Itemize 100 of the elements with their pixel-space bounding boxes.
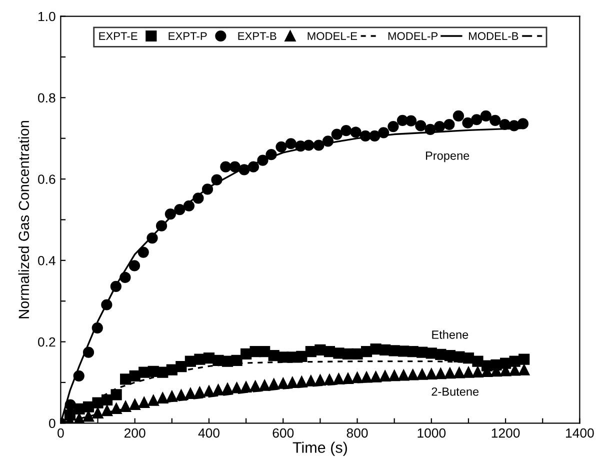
x-tick-label: 600 bbox=[272, 428, 294, 438]
point bbox=[380, 370, 391, 382]
point bbox=[220, 161, 232, 172]
point bbox=[82, 346, 94, 358]
point bbox=[248, 161, 260, 172]
point bbox=[194, 354, 206, 365]
point bbox=[183, 200, 195, 212]
point bbox=[313, 140, 324, 151]
point bbox=[166, 390, 178, 402]
point bbox=[138, 246, 149, 258]
point bbox=[128, 260, 140, 272]
y-axis-title: Normalized Gas Concentration bbox=[18, 120, 30, 318]
x-tick-label: 1400 bbox=[566, 428, 594, 438]
point bbox=[388, 120, 399, 132]
point bbox=[164, 208, 176, 220]
point bbox=[110, 402, 122, 414]
point bbox=[257, 154, 268, 166]
point bbox=[416, 368, 428, 380]
point bbox=[435, 368, 446, 380]
point bbox=[499, 118, 510, 130]
x-axis-title: Time (s) bbox=[292, 442, 347, 456]
point bbox=[324, 374, 336, 386]
point bbox=[250, 380, 261, 392]
annotation: Propene bbox=[426, 152, 470, 162]
point bbox=[285, 138, 296, 150]
point bbox=[157, 392, 168, 404]
point bbox=[360, 372, 372, 383]
y-tick-label: 1.0 bbox=[38, 12, 56, 22]
point bbox=[370, 371, 382, 382]
point bbox=[138, 366, 150, 378]
point bbox=[415, 120, 426, 132]
legend-label: EXPT-B bbox=[238, 32, 276, 40]
point bbox=[120, 400, 132, 412]
x-tick-label: 1200 bbox=[492, 428, 520, 438]
y-tick-label: 0.2 bbox=[38, 337, 56, 347]
y-tick-label: 0.8 bbox=[38, 93, 56, 103]
point bbox=[240, 381, 252, 392]
point bbox=[238, 164, 250, 176]
point bbox=[276, 141, 287, 152]
point bbox=[110, 389, 122, 400]
point bbox=[303, 140, 314, 151]
point bbox=[268, 378, 280, 390]
y-tick-label: 0.6 bbox=[38, 174, 56, 184]
point bbox=[518, 354, 530, 365]
point bbox=[101, 394, 113, 406]
legend-label: MODEL-B bbox=[469, 32, 518, 40]
point bbox=[444, 118, 455, 130]
annotation: Ethene bbox=[432, 330, 468, 339]
point bbox=[259, 380, 270, 391]
point bbox=[444, 368, 456, 379]
point bbox=[296, 376, 308, 388]
point bbox=[231, 382, 242, 394]
point bbox=[508, 120, 520, 132]
y-tick-label: 0 bbox=[49, 418, 56, 428]
point bbox=[407, 369, 418, 380]
point bbox=[92, 322, 103, 334]
point bbox=[471, 114, 482, 126]
legend-label: EXPT-P bbox=[168, 32, 207, 40]
annotation: 2-Butene bbox=[432, 387, 479, 396]
point bbox=[352, 348, 363, 360]
point bbox=[286, 376, 298, 388]
point bbox=[101, 299, 112, 310]
point bbox=[120, 272, 131, 284]
point bbox=[148, 394, 159, 406]
point bbox=[278, 352, 289, 363]
point bbox=[92, 407, 104, 419]
point bbox=[462, 366, 474, 378]
point bbox=[352, 372, 363, 384]
point bbox=[73, 370, 84, 382]
x-tick-label: 400 bbox=[198, 428, 220, 438]
point bbox=[480, 110, 492, 122]
y-tick-label: 0.4 bbox=[38, 256, 56, 266]
point bbox=[398, 370, 410, 381]
x-tick-label: 200 bbox=[124, 428, 146, 438]
point bbox=[278, 378, 289, 389]
point bbox=[110, 280, 122, 292]
point bbox=[517, 118, 529, 130]
point bbox=[388, 370, 400, 382]
x-tick-label: 800 bbox=[346, 428, 368, 438]
point bbox=[305, 375, 316, 386]
point bbox=[266, 149, 277, 160]
legend-label: MODEL-P bbox=[388, 32, 438, 40]
point bbox=[184, 388, 196, 400]
point bbox=[120, 374, 132, 385]
x-tick-label: 0 bbox=[58, 428, 64, 438]
point bbox=[156, 220, 168, 232]
point bbox=[212, 384, 224, 396]
point bbox=[434, 120, 446, 132]
point bbox=[314, 374, 326, 386]
point bbox=[462, 117, 474, 128]
point bbox=[472, 366, 484, 378]
point bbox=[157, 366, 168, 378]
point bbox=[202, 184, 214, 195]
point bbox=[64, 399, 76, 410]
point bbox=[472, 356, 484, 367]
point bbox=[222, 383, 234, 394]
legend-label: MODEL-E bbox=[308, 32, 358, 40]
point bbox=[82, 410, 94, 422]
point bbox=[192, 192, 204, 204]
point bbox=[350, 126, 362, 138]
